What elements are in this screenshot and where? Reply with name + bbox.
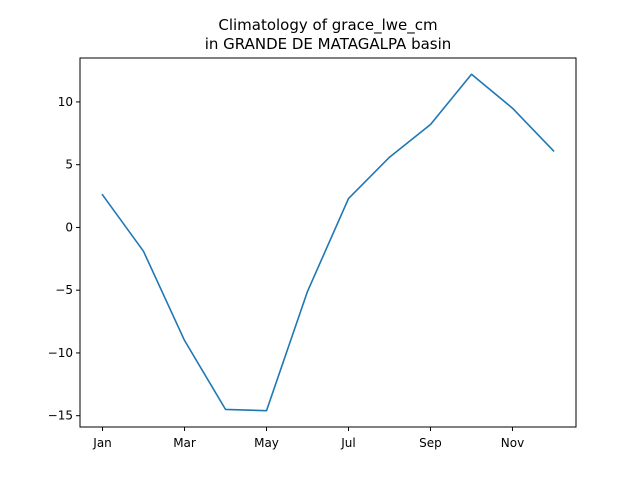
y-tick-label: 5	[65, 158, 73, 172]
x-tick-label: Mar	[173, 436, 196, 450]
chart-title-line-1: Climatology of grace_lwe_cm	[218, 16, 437, 35]
chart-title-line-2: in GRANDE DE MATAGALPA basin	[205, 35, 452, 53]
x-tick-label: May	[254, 436, 279, 450]
axes-frame	[79, 57, 577, 428]
y-tick-label: −15	[48, 409, 73, 423]
y-tick-label: −10	[48, 346, 73, 360]
series-line-1	[101, 73, 555, 412]
x-tick-label: Jan	[92, 436, 112, 450]
y-tick-label: 10	[58, 95, 73, 109]
x-tick-label: Sep	[419, 436, 442, 450]
y-tick-label: −5	[55, 283, 73, 297]
x-tick-label: Jul	[340, 436, 355, 450]
x-tick-label: Nov	[501, 436, 524, 450]
plot-area: Jan Mar May Jul Sep Nov 10 5 0 −5 −10 −15	[48, 57, 577, 450]
y-tick-label: 0	[65, 220, 73, 234]
